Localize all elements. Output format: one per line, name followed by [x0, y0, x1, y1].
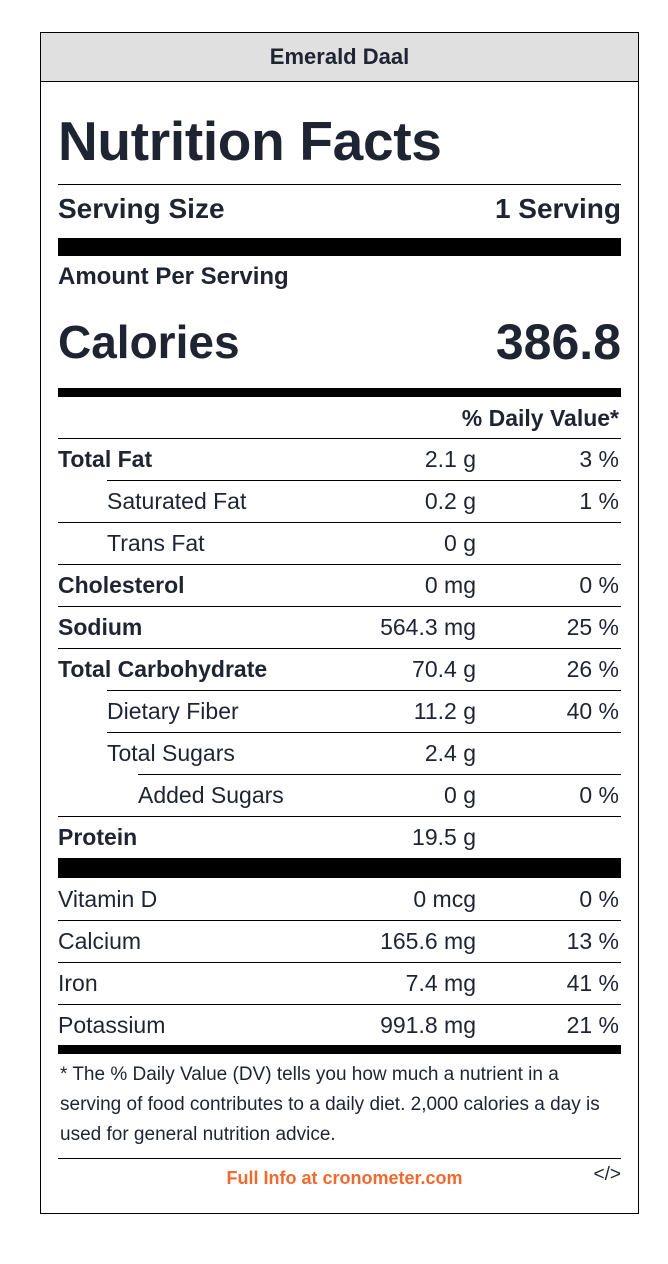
row-separator	[138, 774, 621, 775]
micronutrient-name: Calcium	[58, 927, 142, 954]
nutrient-row: Sodium 564.3 mg 25 %	[58, 606, 621, 648]
nutrient-row: Saturated Fat 0.2 g 1 %	[58, 480, 621, 522]
nutrient-name: Total Sugars	[107, 739, 235, 766]
nutrient-amount: 0 mg	[424, 571, 476, 598]
nutrient-daily-value: 0 %	[579, 781, 619, 808]
nutrition-label: Emerald Daal Nutrition Facts Serving Siz…	[40, 32, 639, 1214]
micronutrient-name: Potassium	[58, 1011, 166, 1038]
nutrient-amount: 0 g	[444, 781, 476, 808]
row-separator	[58, 522, 621, 523]
nutrient-daily-value: 3 %	[579, 445, 619, 472]
nutrient-daily-value: 1 %	[579, 487, 619, 514]
row-separator	[58, 606, 621, 607]
row-separator	[58, 564, 621, 565]
row-separator	[58, 962, 621, 963]
serving-size-row: Serving Size 1 Serving	[58, 190, 621, 228]
micronutrient-row: Potassium 991.8 mg 21 %	[58, 1004, 621, 1046]
footer: Full Info at cronometer.com </>	[58, 1158, 621, 1198]
row-separator	[107, 732, 621, 733]
nutrient-amount: 564.3 mg	[380, 613, 476, 640]
nutrient-name: Added Sugars	[138, 781, 284, 808]
nutrient-name: Sodium	[58, 613, 143, 640]
nutrition-facts-title: Nutrition Facts	[58, 110, 442, 172]
nutrient-row: Dietary Fiber 11.2 g 40 %	[58, 690, 621, 732]
nutrient-name: Trans Fat	[107, 529, 205, 556]
micronutrient-amount: 991.8 mg	[380, 1011, 476, 1038]
footnote: * The % Daily Value (DV) tells you how m…	[60, 1064, 600, 1145]
divider	[58, 184, 621, 185]
row-separator	[58, 920, 621, 921]
micronutrient-daily-value: 0 %	[579, 885, 619, 912]
nutrient-amount: 11.2 g	[413, 697, 476, 724]
row-separator	[107, 480, 621, 481]
nutrient-row: Cholesterol 0 mg 0 %	[58, 564, 621, 606]
thick-divider	[58, 238, 621, 256]
amount-per-serving: Amount Per Serving	[58, 263, 289, 290]
thick-divider	[58, 388, 621, 397]
nutrient-daily-value: 25 %	[566, 613, 619, 640]
nutrient-daily-value: 40 %	[566, 697, 619, 724]
nutrient-amount: 0.2 g	[424, 487, 476, 514]
serving-size-value: 1 Serving	[494, 193, 621, 224]
row-separator	[58, 1004, 621, 1005]
nutrient-row: Total Carbohydrate 70.4 g 26 %	[58, 648, 621, 690]
nutrient-amount: 2.1 g	[424, 445, 476, 472]
nutrient-row: Total Sugars 2.4 g	[58, 732, 621, 774]
recipe-name: Emerald Daal	[41, 33, 638, 82]
nutrient-name: Total Fat	[58, 445, 153, 472]
nutrient-row: Total Fat 2.1 g 3 %	[58, 438, 621, 480]
embed-code-icon[interactable]: </>	[593, 1164, 621, 1185]
micronutrient-amount: 165.6 mg	[380, 927, 476, 954]
micronutrient-row: Vitamin D 0 mcg 0 %	[58, 878, 621, 920]
nutrient-row: Added Sugars 0 g 0 %	[58, 774, 621, 816]
calories-value: 386.8	[495, 314, 621, 370]
nutrient-name: Saturated Fat	[107, 487, 247, 514]
thick-divider	[58, 858, 621, 878]
nutrient-name: Dietary Fiber	[107, 697, 239, 724]
nutrient-daily-value: 0 %	[579, 571, 619, 598]
nutrient-name: Total Carbohydrate	[58, 655, 268, 682]
serving-size-label: Serving Size	[58, 193, 225, 224]
micronutrient-daily-value: 41 %	[566, 969, 619, 996]
nutrient-name: Protein	[58, 823, 138, 850]
divider	[58, 1158, 621, 1159]
row-separator	[58, 816, 621, 817]
nutrient-amount: 0 g	[444, 529, 476, 556]
micronutrient-row: Iron 7.4 mg 41 %	[58, 962, 621, 1004]
nutrient-amount: 19.5 g	[412, 823, 476, 850]
micronutrient-row: Calcium 165.6 mg 13 %	[58, 920, 621, 962]
row-separator	[107, 690, 621, 691]
calories-row: Calories 386.8	[58, 312, 621, 372]
micronutrient-name: Vitamin D	[58, 885, 158, 912]
nutrient-row: Trans Fat 0 g	[58, 522, 621, 564]
micronutrient-amount: 7.4 mg	[405, 969, 476, 996]
calories-label: Calories	[58, 316, 240, 368]
micronutrient-amount: 0 mcg	[413, 885, 476, 912]
thick-divider	[58, 1045, 621, 1054]
cronometer-link[interactable]: Full Info at cronometer.com	[226, 1167, 463, 1188]
micronutrient-name: Iron	[58, 969, 98, 996]
micronutrient-daily-value: 13 %	[566, 927, 619, 954]
row-separator	[58, 438, 621, 439]
nutrient-name: Cholesterol	[58, 571, 185, 598]
nutrient-amount: 70.4 g	[412, 655, 476, 682]
nutrient-daily-value: 26 %	[566, 655, 619, 682]
micronutrient-daily-value: 21 %	[566, 1011, 619, 1038]
row-separator	[58, 648, 621, 649]
nutrient-amount: 2.4 g	[424, 739, 476, 766]
daily-value-header: % Daily Value*	[461, 404, 619, 431]
nutrient-row: Protein 19.5 g	[58, 816, 621, 858]
